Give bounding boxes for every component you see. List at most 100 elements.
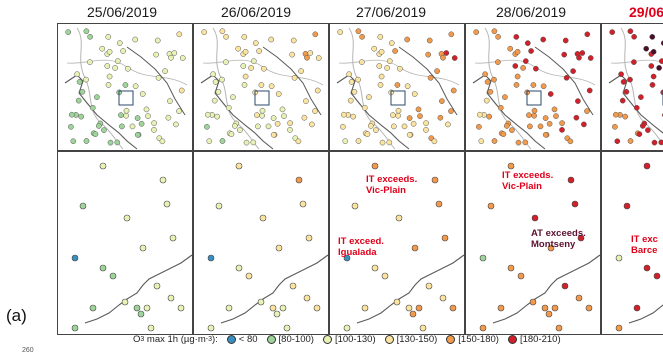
station-marker bbox=[502, 94, 508, 100]
station-marker bbox=[395, 214, 403, 222]
station-marker bbox=[303, 98, 309, 104]
map-canvas bbox=[329, 23, 465, 335]
station-marker bbox=[524, 40, 531, 46]
station-marker bbox=[633, 304, 641, 312]
station-marker bbox=[479, 254, 487, 262]
station-marker bbox=[351, 202, 359, 210]
station-marker bbox=[547, 91, 554, 97]
annotation-montseny-day4: AT exceeds. Montseny bbox=[531, 228, 586, 250]
date-label-3: 27/06/2019 bbox=[356, 4, 427, 20]
station-marker bbox=[134, 131, 141, 138]
date-label-1: 25/06/2019 bbox=[87, 4, 158, 20]
station-marker bbox=[268, 36, 275, 43]
station-marker bbox=[123, 112, 129, 119]
station-marker bbox=[132, 83, 139, 90]
station-marker bbox=[503, 123, 510, 129]
station-marker bbox=[171, 50, 178, 56]
station-marker bbox=[207, 254, 215, 262]
station-marker bbox=[212, 79, 219, 85]
station-marker bbox=[575, 294, 583, 302]
station-marker bbox=[359, 33, 365, 40]
annotation-vic-plain-day3: IT exceeds. Vic-Plain bbox=[366, 174, 418, 196]
station-marker bbox=[451, 55, 458, 61]
station-marker bbox=[533, 65, 539, 72]
annotation-barcelona-day5: IT exc Barce bbox=[631, 234, 658, 256]
station-marker bbox=[245, 272, 253, 280]
coastline bbox=[220, 254, 329, 324]
map-canvas bbox=[57, 23, 193, 335]
legend-item-80-100: [80-100) bbox=[266, 334, 314, 345]
station-marker bbox=[425, 282, 433, 290]
station-marker bbox=[151, 127, 157, 133]
station-marker bbox=[373, 127, 379, 133]
station-marker bbox=[618, 71, 624, 78]
station-marker bbox=[487, 88, 494, 95]
station-marker bbox=[448, 31, 455, 38]
station-marker bbox=[479, 324, 487, 332]
map-canvas bbox=[601, 23, 663, 335]
station-marker bbox=[114, 139, 121, 146]
station-marker bbox=[106, 73, 113, 80]
station-marker bbox=[235, 264, 243, 272]
station-marker bbox=[94, 94, 100, 100]
coastline bbox=[628, 304, 663, 324]
station-marker bbox=[275, 91, 282, 97]
station-marker bbox=[273, 310, 281, 318]
date-label-2: 26/06/2019 bbox=[221, 4, 292, 20]
station-marker bbox=[409, 310, 417, 318]
station-marker bbox=[147, 324, 155, 332]
station-marker bbox=[542, 115, 549, 121]
station-marker bbox=[116, 40, 123, 46]
station-marker bbox=[145, 113, 151, 119]
station-marker bbox=[417, 113, 423, 119]
station-marker bbox=[343, 324, 351, 332]
station-marker bbox=[89, 104, 96, 111]
station-marker bbox=[513, 34, 520, 40]
station-marker bbox=[478, 138, 485, 145]
station-marker bbox=[313, 304, 321, 312]
date-label-4: 28/06/2019 bbox=[496, 4, 567, 20]
station-marker bbox=[487, 202, 495, 210]
station-marker bbox=[639, 123, 646, 129]
station-marker bbox=[426, 37, 433, 44]
station-marker bbox=[377, 82, 384, 88]
station-marker bbox=[391, 123, 397, 130]
legend-swatch bbox=[226, 335, 236, 344]
station-marker bbox=[219, 28, 226, 35]
station-marker bbox=[123, 107, 130, 114]
station-marker bbox=[303, 294, 311, 302]
station-marker bbox=[394, 82, 401, 88]
station-marker bbox=[517, 272, 525, 280]
station-marker bbox=[206, 138, 213, 145]
station-marker bbox=[378, 48, 385, 55]
coastline bbox=[126, 46, 186, 116]
station-marker bbox=[371, 162, 379, 170]
station-marker bbox=[405, 304, 413, 312]
station-marker bbox=[83, 76, 89, 83]
map-panel-3 bbox=[329, 23, 465, 335]
station-marker bbox=[541, 304, 549, 312]
station-marker bbox=[119, 123, 125, 130]
station-marker bbox=[522, 139, 529, 146]
station-marker bbox=[252, 40, 259, 46]
station-marker bbox=[586, 87, 593, 94]
station-marker bbox=[653, 272, 661, 280]
station-marker bbox=[350, 113, 357, 120]
coastline bbox=[84, 254, 193, 324]
station-marker bbox=[612, 123, 618, 130]
station-marker bbox=[118, 112, 124, 118]
station-marker bbox=[419, 324, 427, 332]
station-marker bbox=[649, 82, 656, 88]
station-marker bbox=[627, 28, 634, 35]
station-marker bbox=[509, 127, 515, 133]
station-marker bbox=[627, 138, 634, 144]
station-marker bbox=[631, 59, 637, 65]
station-marker bbox=[223, 59, 229, 65]
station-marker bbox=[423, 127, 429, 133]
station-marker bbox=[261, 65, 267, 72]
station-marker bbox=[283, 324, 291, 332]
station-marker bbox=[390, 112, 396, 118]
station-marker bbox=[386, 139, 393, 146]
legend-swatch bbox=[507, 335, 517, 344]
station-marker bbox=[307, 50, 314, 56]
